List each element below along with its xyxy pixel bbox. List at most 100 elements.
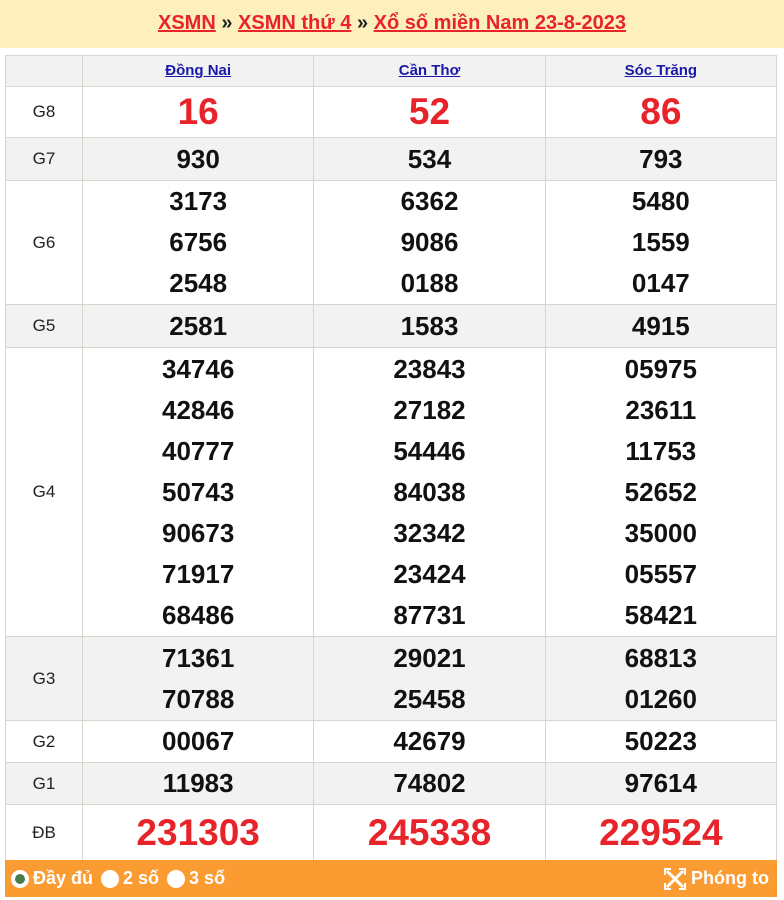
prize-number: 1559 (631, 227, 690, 257)
table-header-row: Đồng Nai Cần Thơ Sóc Trăng (5, 55, 778, 87)
prize-cell: 2581 (81, 304, 315, 348)
prize-number: 245338 (367, 811, 492, 853)
prize-row: G4 34746 42846 40777 50743 90673 71917 68486 238… (5, 347, 778, 637)
prize-cell: 86 (544, 86, 778, 138)
prize-label: G1 (5, 762, 83, 805)
prize-number: 01260 (624, 683, 697, 714)
prize-cell: 1583 (313, 304, 546, 348)
prize-number: 16 (177, 91, 219, 132)
prize-number: 58421 (624, 599, 697, 630)
prize-cell: 23843 27182 54446 84038 32342 23424 87731 (313, 347, 546, 637)
option-2-digits[interactable]: 2 số (101, 868, 159, 889)
prize-cell: 5480 1559 0147 (544, 180, 778, 305)
prize-number: 87731 (393, 599, 466, 630)
prize-row: G6 3173 6756 2548 6362 9086 0188 5480 1559 0147 (5, 180, 778, 305)
prize-number: 0188 (400, 268, 459, 298)
prize-number: 534 (407, 143, 452, 174)
province-link[interactable]: Sóc Trăng (624, 62, 698, 79)
prize-cell: 245338 (313, 804, 546, 861)
province-link[interactable]: Cần Thơ (398, 62, 461, 79)
prize-number: 74802 (393, 768, 466, 798)
breadcrumb-separator: » (356, 12, 369, 34)
prize-number: 86 (640, 91, 682, 132)
radio-selected-icon[interactable] (11, 869, 29, 888)
prize-cell: 68813 01260 (544, 636, 778, 721)
prize-number: 90673 (162, 517, 235, 548)
prize-number: 68813 (624, 642, 697, 673)
prize-cell: 229524 (544, 804, 778, 861)
prize-number: 52652 (624, 476, 697, 507)
breadcrumb: XSMN » XSMN thứ 4 » Xổ số miền Nam 23-8-… (0, 0, 784, 48)
option-3-digits[interactable]: 3 số (167, 868, 225, 889)
prize-label: G3 (5, 636, 83, 721)
prize-number: 42846 (162, 394, 235, 425)
prize-number: 97614 (624, 768, 697, 798)
prize-number: 23611 (625, 394, 697, 425)
prize-cell: 42679 (313, 720, 546, 763)
prize-number: 11983 (162, 768, 234, 798)
prize-number: 50743 (162, 476, 235, 507)
prize-label: G2 (5, 720, 83, 763)
prize-number: 231303 (136, 811, 260, 853)
prize-label: G5 (5, 304, 83, 348)
prize-row: G2 00067 42679 50223 (5, 720, 778, 763)
prize-number: 27182 (393, 394, 466, 425)
radio-icon[interactable] (167, 869, 186, 888)
breadcrumb-xsmn[interactable]: XSMN (157, 12, 216, 34)
prize-label: G6 (5, 180, 83, 305)
prize-number: 00067 (162, 726, 235, 756)
option-full[interactable]: Đầy đủ (11, 868, 93, 889)
prize-cell: 52 (313, 86, 546, 138)
option-label: Đầy đủ (33, 868, 94, 888)
expand-icon (664, 867, 687, 890)
prize-number: 05557 (624, 558, 697, 589)
province-header: Cần Thơ (313, 55, 546, 87)
prize-row: G8 16 52 86 (5, 86, 778, 138)
prize-number: 793 (639, 143, 683, 174)
prize-label: G4 (5, 347, 83, 637)
prize-number: 68486 (162, 599, 235, 630)
prize-number: 2548 (169, 268, 228, 298)
prize-number: 71361 (162, 642, 235, 673)
prize-cell: 97614 (544, 762, 778, 805)
prize-row: G3 71361 70788 29021 25458 68813 01260 (5, 636, 778, 721)
prize-number: 2581 (169, 310, 228, 341)
corner-cell (5, 55, 83, 87)
prize-cell: 16 (81, 86, 315, 138)
prize-number: 70788 (162, 683, 235, 714)
breadcrumb-separator: » (221, 12, 233, 34)
prize-number: 4915 (631, 310, 690, 341)
prize-cell: 71361 70788 (81, 636, 315, 721)
prize-number: 54446 (393, 435, 466, 466)
prize-cell: 4915 (544, 304, 778, 348)
prize-number: 6362 (400, 186, 459, 216)
prize-cell: 11983 (81, 762, 315, 805)
prize-label: ĐB (5, 804, 83, 861)
prize-cell: 793 (544, 137, 778, 181)
prize-cell: 29021 25458 (313, 636, 546, 721)
prize-number: 50223 (624, 726, 697, 756)
option-label: 3 số (189, 868, 226, 888)
prize-cell: 930 (81, 137, 315, 181)
prize-number: 32342 (393, 517, 466, 548)
breadcrumb-xsmn-thu-4[interactable]: XSMN thứ 4 (238, 12, 352, 34)
prize-row: ĐB 231303 245338 229524 (5, 804, 778, 861)
prize-number: 9086 (400, 227, 459, 257)
prize-cell: 50223 (544, 720, 778, 763)
prize-number: 229524 (599, 811, 723, 853)
prize-number: 6756 (169, 227, 228, 257)
zoom-button[interactable]: Phóng to (664, 867, 769, 890)
prize-number: 05975 (624, 353, 697, 384)
zoom-label: Phóng to (691, 868, 769, 888)
prize-number: 11753 (625, 435, 697, 466)
prize-cell: 00067 (81, 720, 315, 763)
prize-number: 23424 (393, 558, 466, 589)
prize-number: 52 (408, 91, 451, 132)
breadcrumb-current[interactable]: Xổ số miền Nam 23-8-2023 (373, 12, 627, 34)
prize-number: 3173 (169, 186, 228, 216)
province-link[interactable]: Đồng Nai (165, 62, 232, 79)
prize-row: G7 930 534 793 (5, 137, 778, 181)
province-header: Đồng Nai (81, 55, 315, 87)
prize-number: 25458 (393, 683, 466, 714)
radio-icon[interactable] (101, 869, 120, 888)
